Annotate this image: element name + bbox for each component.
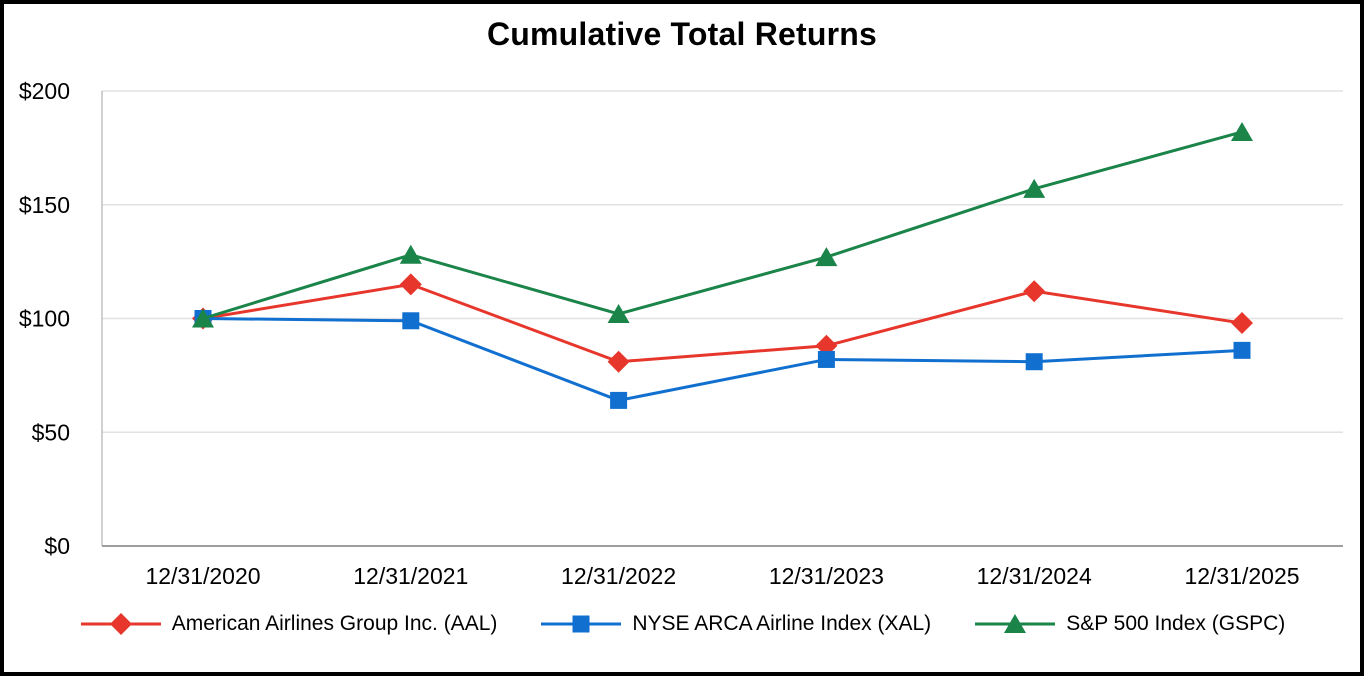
- data-point-gspc: [1231, 121, 1253, 141]
- legend-item-aal: American Airlines Group Inc. (AAL): [79, 610, 498, 638]
- y-axis-label: $100: [19, 306, 70, 332]
- y-axis-label: $0: [44, 533, 70, 559]
- legend-label-aal: American Airlines Group Inc. (AAL): [171, 612, 498, 635]
- data-point-gspc: [1023, 178, 1046, 198]
- legend-label-xal: NYSE ARCA Airline Index (XAL): [632, 612, 932, 635]
- x-axis-label: 12/31/2020: [145, 563, 260, 589]
- legend-item-gspc: S&P 500 Index (GSPC): [973, 610, 1285, 638]
- data-point-xal: [1233, 341, 1251, 359]
- chart-legend: American Airlines Group Inc. (AAL) NYSE A…: [4, 610, 1360, 638]
- x-axis-label: 12/31/2021: [353, 563, 468, 589]
- x-axis-label: 12/31/2022: [561, 563, 676, 589]
- y-axis-label: $150: [19, 192, 70, 218]
- diamond-legend-swatch-icon: [80, 613, 161, 635]
- y-axis-label: $200: [19, 78, 70, 104]
- data-point-xal: [610, 391, 628, 409]
- data-point-aal: [607, 350, 630, 373]
- legend-label-gspc: S&P 500 Index (GSPC): [1066, 612, 1286, 635]
- data-point-xal: [402, 312, 420, 330]
- data-point-aal: [399, 273, 422, 296]
- legend-marker-square: [572, 615, 590, 633]
- series-line-aal: [202, 282, 1243, 364]
- data-point-gspc: [192, 308, 214, 328]
- data-point-aal: [1231, 312, 1253, 335]
- data-point-aal: [1023, 280, 1046, 303]
- square-legend-swatch-icon: [541, 615, 622, 633]
- data-point-xal: [1025, 353, 1043, 371]
- series-line-gspc: [202, 130, 1243, 320]
- triangle-legend-swatch-icon: [975, 614, 1056, 633]
- data-point-gspc: [399, 244, 422, 264]
- series-line-xal: [202, 317, 1243, 402]
- data-point-xal: [817, 350, 835, 368]
- line-chart-plot: $0 $50 $100 $150 $200 12/31/2020 12/31/2021 12/…: [19, 78, 1343, 589]
- legend-item-xal: NYSE ARCA Airline Index (XAL): [539, 610, 931, 638]
- chart-title: Cumulative Total Returns: [486, 16, 878, 52]
- y-axis-label: $50: [32, 419, 70, 445]
- data-point-gspc: [815, 247, 838, 267]
- x-axis-label: 12/31/2024: [977, 563, 1092, 589]
- data-point-gspc: [607, 303, 630, 323]
- legend-marker-triangle: [1004, 614, 1027, 633]
- x-axis-label: 12/31/2023: [769, 563, 884, 589]
- legend-marker-diamond: [109, 613, 132, 635]
- x-axis-label: 12/31/2025: [1184, 563, 1299, 589]
